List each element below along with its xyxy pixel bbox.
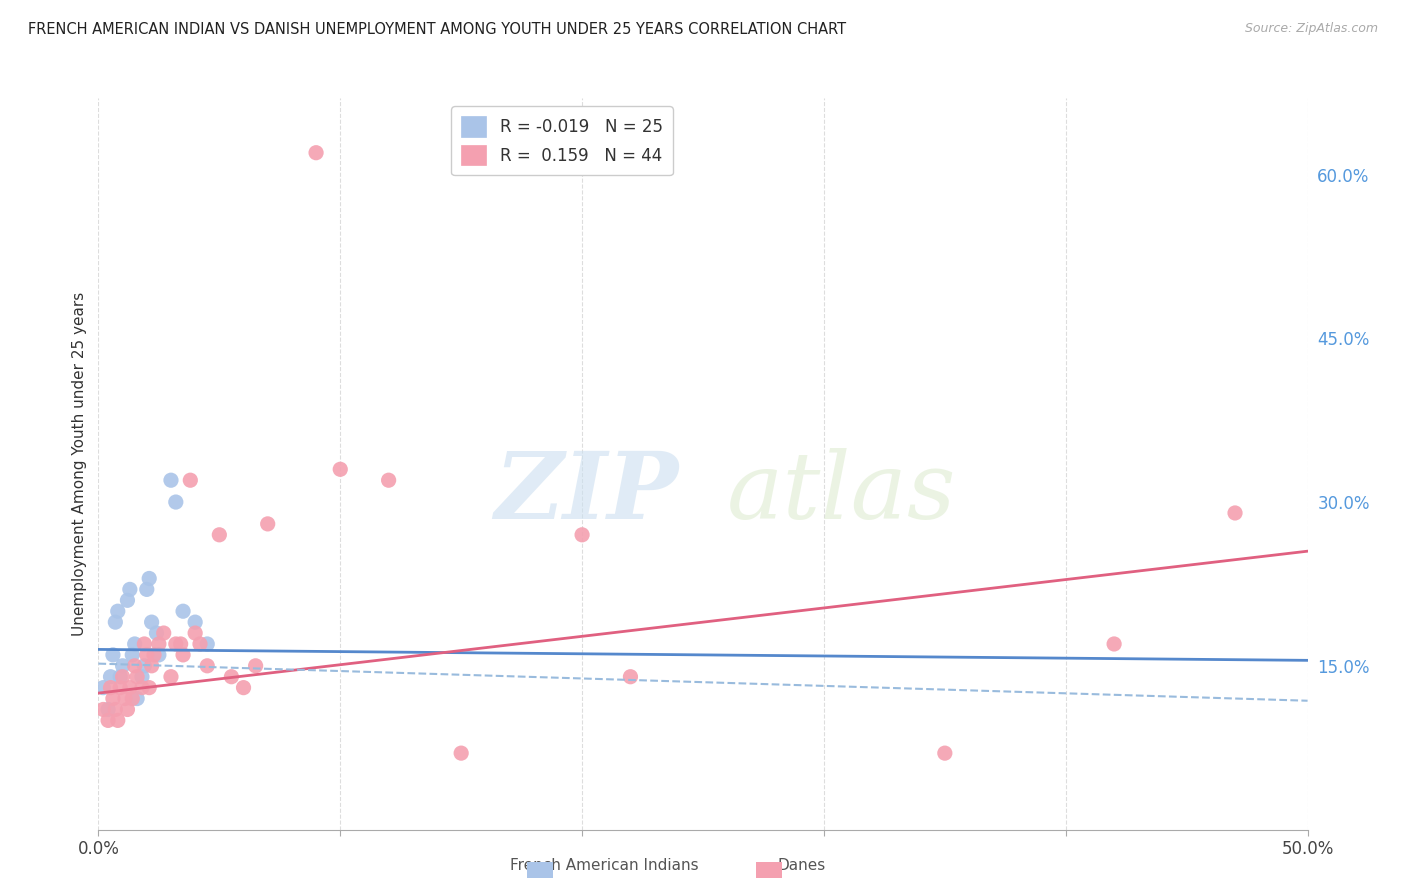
Point	[100, 670, 122, 684]
Point	[165, 495, 187, 509]
Point	[131, 681, 153, 695]
Text: Source: ZipAtlas.com: Source: ZipAtlas.com	[1244, 22, 1378, 36]
Point	[108, 670, 131, 684]
Point	[127, 670, 149, 684]
Text: ZIP: ZIP	[495, 448, 679, 538]
Point	[141, 615, 163, 629]
Point	[121, 691, 143, 706]
Point	[160, 670, 183, 684]
Point	[127, 691, 149, 706]
Point	[135, 648, 157, 662]
Point	[111, 670, 134, 684]
Point	[152, 626, 174, 640]
Point	[100, 681, 122, 695]
Point	[107, 714, 129, 728]
Point	[131, 670, 153, 684]
Point	[184, 626, 207, 640]
Point	[97, 714, 120, 728]
Point	[138, 681, 160, 695]
Point	[104, 615, 127, 629]
Y-axis label: Unemployment Among Youth under 25 years: Unemployment Among Youth under 25 years	[72, 292, 87, 636]
Point	[117, 702, 139, 716]
Point	[138, 572, 160, 586]
Point	[108, 681, 131, 695]
Point	[1223, 506, 1246, 520]
Point	[121, 648, 143, 662]
Point	[329, 462, 352, 476]
Point	[377, 473, 399, 487]
Point	[91, 681, 114, 695]
Point	[107, 604, 129, 618]
Point	[145, 626, 167, 640]
Point	[232, 681, 254, 695]
Point	[172, 648, 194, 662]
Point	[245, 658, 267, 673]
Point	[143, 648, 166, 662]
Point	[91, 702, 114, 716]
Point	[195, 637, 218, 651]
Point	[208, 528, 231, 542]
Point	[160, 473, 183, 487]
Point	[619, 670, 641, 684]
Text: Danes: Danes	[778, 858, 825, 872]
Text: atlas: atlas	[727, 448, 956, 538]
Point	[188, 637, 211, 651]
Point	[184, 615, 207, 629]
Point	[179, 473, 201, 487]
Point	[101, 648, 124, 662]
Point	[256, 516, 278, 531]
Point	[148, 637, 170, 651]
Point	[571, 528, 593, 542]
Point	[134, 637, 156, 651]
Point	[117, 593, 139, 607]
Point	[169, 637, 191, 651]
Text: French American Indians: French American Indians	[510, 858, 699, 872]
Point	[134, 658, 156, 673]
Point	[172, 604, 194, 618]
Point	[124, 637, 146, 651]
Point	[135, 582, 157, 597]
Point	[148, 648, 170, 662]
Point	[118, 681, 141, 695]
Point	[118, 582, 141, 597]
Point	[221, 670, 243, 684]
Point	[141, 658, 163, 673]
Point	[124, 658, 146, 673]
Point	[97, 702, 120, 716]
Point	[111, 658, 134, 673]
Point	[101, 691, 124, 706]
Point	[195, 658, 218, 673]
Point	[1102, 637, 1125, 651]
Point	[450, 746, 472, 760]
Legend: R = -0.019   N = 25, R =  0.159   N = 44: R = -0.019 N = 25, R = 0.159 N = 44	[451, 106, 672, 176]
Point	[165, 637, 187, 651]
Point	[104, 702, 127, 716]
Point	[305, 145, 328, 160]
Point	[934, 746, 956, 760]
Text: FRENCH AMERICAN INDIAN VS DANISH UNEMPLOYMENT AMONG YOUTH UNDER 25 YEARS CORRELA: FRENCH AMERICAN INDIAN VS DANISH UNEMPLO…	[28, 22, 846, 37]
Point	[114, 691, 136, 706]
